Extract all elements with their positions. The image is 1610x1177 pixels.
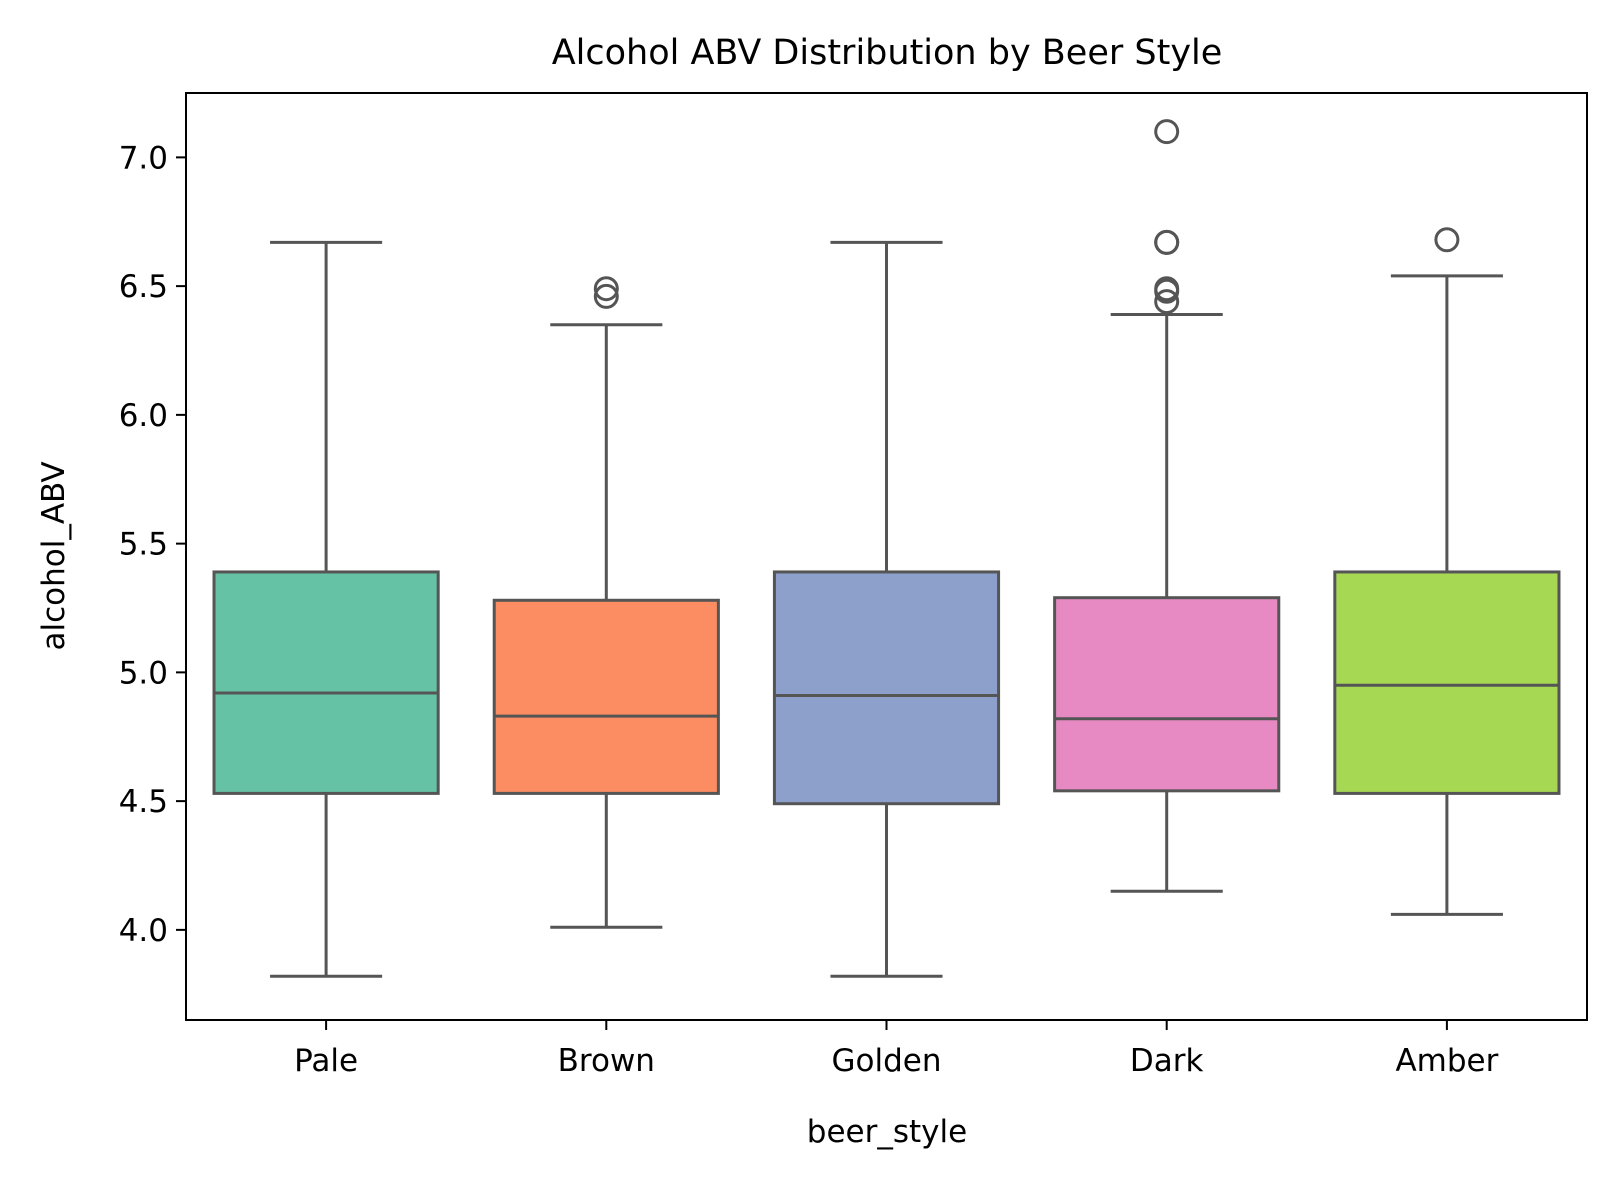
x-tick-label: Golden [832, 1043, 942, 1079]
x-axis-label: beer_style [807, 1114, 967, 1150]
y-tick-label: 7.0 [119, 140, 168, 176]
box-pale [212, 570, 440, 795]
outlier-point [1154, 119, 1180, 145]
box-amber [1333, 570, 1561, 795]
box-golden [772, 570, 1001, 806]
outlier-point [593, 276, 619, 302]
outlier-point [1154, 229, 1180, 255]
outlier-point [1154, 289, 1180, 315]
box-brown [492, 598, 720, 795]
x-tick-label: Pale [294, 1043, 358, 1079]
box-group-golden [772, 240, 1001, 978]
x-tick-label: Brown [558, 1043, 655, 1079]
ticks-layer: Pale Brown Golden Dark Amber 4.0 4.5 5.0 5.5 6.0 6… [119, 140, 1499, 1079]
plot-frame [185, 92, 1588, 1021]
y-axis-label: alcohol_ABV [36, 461, 72, 650]
x-tick-label: Dark [1130, 1043, 1204, 1079]
boxes-layer [212, 119, 1561, 978]
chart-title: Alcohol ABV Distribution by Beer Style [552, 33, 1223, 73]
outlier-point [1434, 227, 1460, 253]
y-tick-label: 4.5 [119, 784, 168, 820]
outlier-point [1154, 276, 1180, 302]
box-group-dark [1053, 119, 1281, 893]
box-group-brown [492, 276, 720, 929]
outlier-point [593, 283, 619, 309]
y-tick-label: 5.5 [119, 527, 168, 563]
y-tick-label: 5.0 [119, 655, 168, 691]
box-group-amber [1333, 227, 1561, 916]
y-tick-label: 4.0 [119, 913, 168, 949]
box-dark [1053, 596, 1281, 793]
x-tick-label: Amber [1395, 1043, 1498, 1079]
box-group-pale [212, 240, 440, 978]
y-tick-label: 6.0 [119, 398, 168, 434]
y-tick-label: 6.5 [119, 269, 168, 305]
